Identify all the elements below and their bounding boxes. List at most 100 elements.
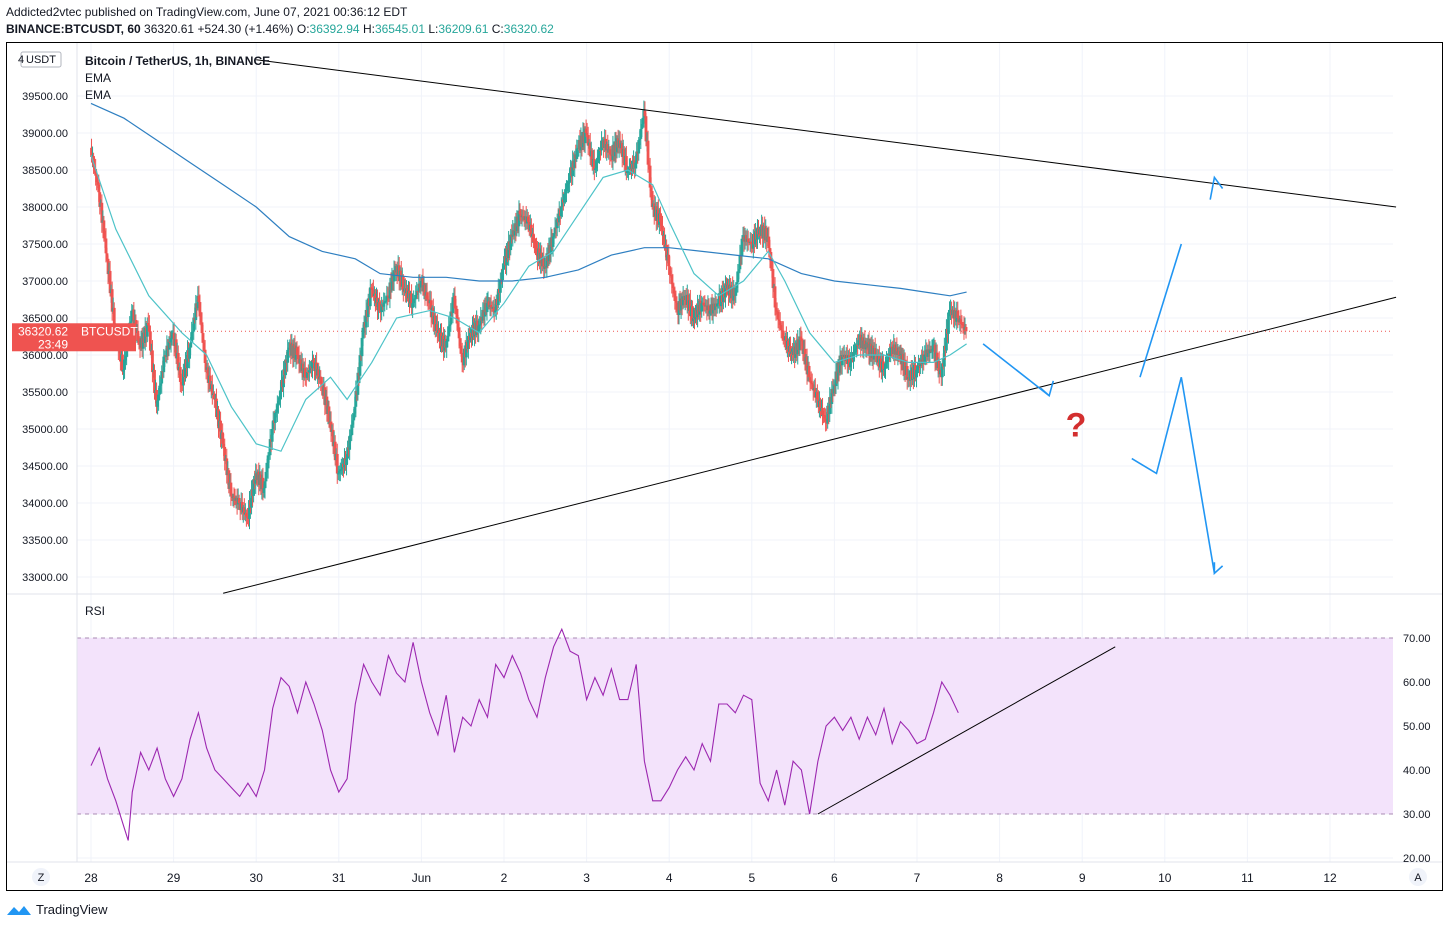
candle-body	[961, 324, 965, 326]
price-tick-9: 37500.00	[22, 239, 68, 251]
candle-body	[857, 340, 861, 345]
candle-body	[489, 305, 493, 307]
candle-body	[270, 429, 274, 442]
candle-body	[849, 362, 852, 368]
legend-ema-2[interactable]: EMA	[85, 88, 112, 102]
candle-body	[419, 281, 423, 288]
candle-body	[708, 310, 712, 314]
candle-body	[774, 307, 778, 311]
candle-body	[265, 468, 269, 472]
trendlines[interactable]	[223, 59, 1397, 594]
candle-body	[279, 392, 282, 399]
candle-body	[948, 310, 951, 313]
projection-arrow-0	[982, 343, 1055, 398]
candle-body	[496, 288, 500, 306]
candle-body	[274, 411, 278, 413]
candle-body	[885, 361, 888, 364]
candle-body	[217, 409, 220, 429]
candle-body	[744, 235, 748, 242]
candle-body	[821, 407, 824, 415]
candle-body	[417, 283, 421, 292]
candle-body	[771, 269, 775, 289]
candle-body	[586, 135, 590, 146]
projection-arrow-3	[1131, 377, 1216, 574]
chart-header: Addicted2vtec published on TradingView.c…	[6, 4, 554, 38]
candle-body	[640, 124, 644, 129]
currency-badge-box[interactable]	[20, 51, 62, 68]
candle-body	[246, 516, 249, 518]
candle-body	[204, 363, 208, 370]
candle-body	[681, 296, 685, 306]
candle-body	[673, 293, 677, 301]
candle-body	[674, 300, 678, 303]
legend-ema-1[interactable]: EMA	[85, 71, 112, 85]
time-tick-12: 9	[1079, 871, 1086, 885]
candle-body	[886, 359, 889, 362]
zoom-button[interactable]: Z	[38, 872, 45, 884]
candle-body	[716, 303, 720, 305]
candle-body	[660, 221, 663, 226]
candle-body	[188, 347, 192, 359]
zoom-button-circle[interactable]	[32, 868, 50, 886]
candle-body	[575, 148, 579, 159]
candle-body	[212, 393, 216, 400]
candle-body	[606, 143, 610, 153]
candle-body	[333, 441, 337, 461]
candle-body	[809, 380, 813, 383]
candle-body	[501, 269, 504, 281]
candle-body	[873, 348, 877, 355]
candle-body	[354, 390, 358, 407]
candle-body	[650, 191, 654, 207]
candle-body	[122, 369, 125, 372]
candle-body	[284, 359, 288, 376]
time-tick-8: 5	[748, 871, 755, 885]
projection-arrows[interactable]	[982, 175, 1224, 576]
candle-body	[947, 312, 950, 334]
open-value: 36392.94	[309, 22, 360, 36]
bar-countdown: 23:49	[38, 337, 68, 351]
candle-body	[648, 165, 652, 188]
candle-body	[779, 325, 783, 331]
tradingview-logo-icon	[7, 905, 31, 915]
open-label: O:	[296, 22, 310, 36]
candle-body	[634, 162, 638, 169]
candle-body	[647, 164, 651, 166]
candle-body	[826, 405, 830, 424]
candle-body	[738, 254, 742, 270]
candle-body	[151, 350, 154, 373]
candle-body	[852, 352, 855, 360]
last-price-symbol: BTCUSDT	[81, 324, 138, 338]
auto-scale-button-circle[interactable]	[1409, 868, 1427, 886]
candle-body	[456, 323, 460, 328]
candle-body	[917, 365, 920, 368]
candle-body	[353, 406, 357, 414]
time-tick-9: 6	[831, 871, 838, 885]
candle-body	[162, 356, 166, 373]
candle-body	[945, 328, 948, 351]
candle-body	[667, 254, 671, 267]
candle-body	[199, 316, 203, 323]
candle-body	[702, 302, 706, 306]
candle-body	[227, 470, 231, 489]
candle-body	[585, 133, 589, 136]
candle-body	[485, 303, 489, 313]
rsi-trendline[interactable]	[817, 646, 1116, 815]
candle-body	[95, 175, 99, 182]
currency-badge[interactable]: USDT	[26, 54, 56, 66]
candle-body	[388, 282, 392, 299]
candle-body	[453, 295, 457, 309]
candle-body	[160, 371, 164, 384]
price-axis-ticks: 33000.00 33500.00 34000.00 34500.00 35000.00…	[22, 91, 68, 584]
candle-body	[959, 319, 963, 325]
footer-brand[interactable]: TradingView	[6, 902, 108, 917]
candle-body	[830, 388, 834, 404]
candle-body	[543, 266, 547, 269]
projection-arrow-4	[1213, 562, 1224, 576]
candle-body	[315, 362, 319, 376]
auto-scale-button[interactable]: A	[1414, 872, 1422, 884]
candle-body	[350, 424, 354, 436]
candle-body	[392, 270, 396, 282]
candle-body	[853, 352, 856, 354]
candle-body	[713, 303, 717, 311]
